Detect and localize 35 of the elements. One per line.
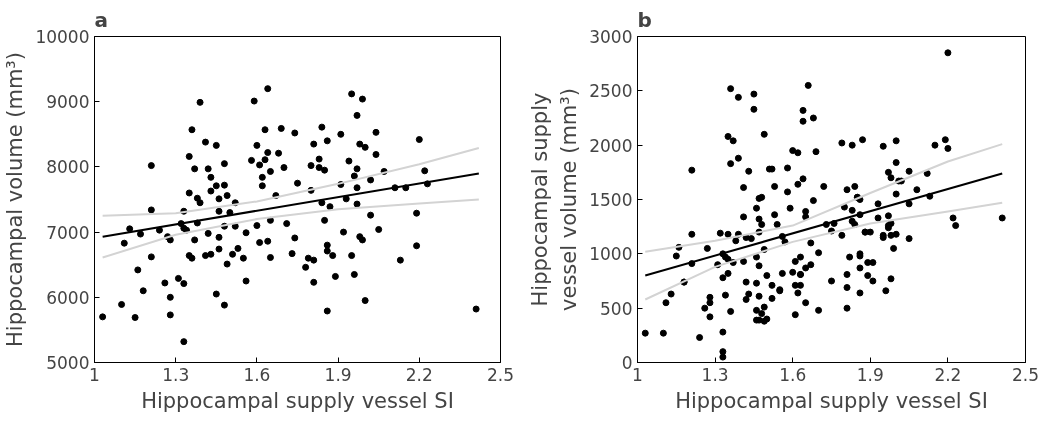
x-tick-label: 1.9: [856, 364, 884, 385]
line-series: [101, 146, 480, 217]
x-tick-label: 1.6: [779, 364, 807, 385]
x-tick-label: 1.3: [701, 364, 729, 385]
x-tick-label: 1.9: [324, 364, 352, 385]
x-tick-label: 1.6: [243, 364, 271, 385]
y-tick-label: 0: [621, 353, 633, 373]
y-tick-label: 1000: [589, 244, 633, 265]
chart-title: a: [94, 7, 108, 32]
y-tick-label: 5000: [46, 353, 90, 373]
x-tick-label: 2.2: [934, 364, 962, 385]
y-tick-label: 8000: [46, 157, 90, 178]
x-axis-title: Hippocampal supply vessel SI: [675, 388, 988, 413]
x-tick-label: 1: [632, 364, 643, 385]
y-tick-label: 500: [600, 298, 633, 319]
line-series: [101, 198, 480, 259]
y-axis-title: Hippocampal volume (mm³): [3, 52, 28, 347]
y-tick-label: 2500: [589, 81, 633, 102]
y-tick-label: 7000: [46, 222, 90, 243]
x-axis-title: Hippocampal supply vessel SI: [141, 388, 454, 413]
x-tick-label: 1: [89, 364, 100, 385]
x-tick-label: 2.5: [486, 364, 515, 385]
y-tick-label: 1500: [589, 190, 633, 210]
x-tick-label: 1.3: [162, 364, 190, 385]
chart-title: b: [637, 7, 652, 32]
x-tick-label: 2.2: [405, 364, 433, 385]
y-tick-label: 9000: [46, 92, 90, 113]
y-tick-label: 10000: [35, 27, 90, 47]
y-axis-title: Hippocampal supply vessel volume (mm³): [528, 88, 582, 311]
y-tick-label: 6000: [46, 287, 90, 308]
line-series: [644, 201, 1004, 301]
line-series: [644, 143, 1004, 253]
y-tick-label: 2000: [589, 135, 633, 156]
x-tick-label: 2.5: [1011, 364, 1040, 385]
y-tick-label: 3000: [589, 27, 633, 47]
